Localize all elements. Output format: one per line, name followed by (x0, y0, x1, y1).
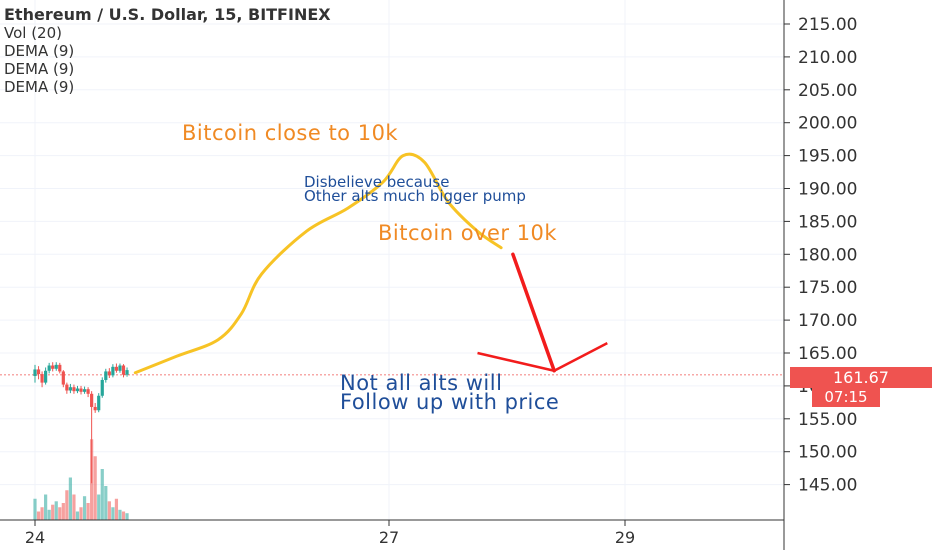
price-tick-label: 165.00 (798, 344, 857, 364)
grid (0, 0, 784, 520)
annotation-not-all-1: Not all alts will (340, 371, 503, 395)
candle-body (36, 369, 41, 375)
volume-bar (54, 501, 58, 520)
indicator-dema-3[interactable]: DEMA (9) (4, 78, 75, 96)
volume-bar (36, 511, 41, 520)
red-arrow (477, 252, 608, 373)
annotation-not-all-2: Follow up with price (340, 390, 560, 414)
price-tick-label: 210.00 (798, 48, 857, 68)
candle-body (97, 395, 101, 411)
volume-bar (68, 477, 72, 520)
indicator-dema-1[interactable]: DEMA (9) (4, 42, 75, 60)
candle-body (44, 370, 48, 383)
volume-bar (75, 511, 80, 520)
price-tick-label: 190.00 (798, 180, 857, 200)
volume-bar (72, 494, 76, 520)
volume-bar (33, 498, 37, 520)
candle-body (51, 365, 55, 369)
volume-bar (65, 490, 69, 520)
volume-bar (61, 503, 65, 520)
candle-body (58, 364, 62, 372)
candle-body (61, 371, 65, 385)
candle-body (114, 366, 119, 371)
time-tick-label: 27 (379, 528, 399, 547)
time-tick-label: 29 (615, 528, 635, 547)
price-tick-label: 145.00 (798, 476, 857, 496)
volume-bar (100, 469, 104, 520)
volume-bar (44, 494, 48, 520)
countdown-label: 07:15 (812, 388, 880, 407)
volume-bar (58, 507, 62, 520)
candle-body (40, 374, 44, 383)
candle-body (118, 365, 122, 371)
symbol-title[interactable]: Ethereum / U.S. Dollar, 15, BITFINEX (4, 5, 331, 24)
volume-bar (104, 486, 108, 520)
price-tick-label: 150.00 (798, 443, 857, 463)
candle-body (107, 371, 111, 376)
arrow-head (477, 342, 608, 373)
annotation-bitcoin-close: Bitcoin close to 10k (182, 121, 399, 145)
indicator-vol[interactable]: Vol (20) (4, 24, 63, 42)
volume-bar (93, 456, 97, 520)
price-tick-label: 195.00 (798, 147, 857, 167)
candle-body (47, 365, 51, 371)
candle-body (82, 389, 87, 392)
candle-body (125, 370, 129, 375)
candle-body (111, 366, 115, 376)
price-tick-label: 170.00 (798, 311, 857, 331)
candle-body (121, 365, 126, 375)
chart-legend: Ethereum / U.S. Dollar, 15, BITFINEX Vol… (4, 5, 331, 97)
volume-bar (107, 501, 111, 520)
arrow-shaft (511, 252, 556, 373)
projection-curve (133, 152, 503, 375)
annotation-bitcoin-over: Bitcoin over 10k (378, 221, 558, 245)
volume-bar (40, 507, 44, 520)
price-tick-label: 175.00 (798, 278, 857, 298)
candle-body (33, 369, 37, 377)
price-tick-label: 185.00 (798, 212, 857, 232)
volume-bar (111, 507, 115, 520)
candle-body (93, 406, 97, 411)
candle-body (68, 387, 72, 391)
candlesticks (33, 362, 129, 484)
volume-bar (118, 509, 122, 520)
price-tick-label: 155.00 (798, 410, 857, 430)
volume-bar (82, 496, 87, 520)
price-tick-label: 200.00 (798, 114, 857, 134)
volume-bar (125, 513, 129, 520)
last-price-label: 161.67 (790, 367, 932, 388)
candle-body (100, 379, 104, 396)
volume-bar (86, 503, 90, 520)
volume-bar (51, 504, 55, 520)
annotation-disbelieve-1: Disbelieve because (304, 173, 450, 191)
price-axis[interactable]: 215.00 210.00 205.00 200.00 195.00 190.00 185.… (784, 15, 857, 496)
volume-bar (47, 509, 51, 520)
candle-body (72, 387, 76, 392)
volume-bar (97, 494, 101, 520)
volume-bar (114, 498, 119, 520)
candle-body (75, 388, 80, 392)
price-tick-label: 215.00 (798, 15, 857, 35)
candle-body (65, 384, 69, 391)
candle-body (79, 388, 83, 392)
candle-body (104, 371, 108, 380)
price-tick-label: 180.00 (798, 245, 857, 265)
volume-bar (121, 511, 126, 520)
indicator-dema-2[interactable]: DEMA (9) (4, 60, 75, 78)
volume-bar (79, 507, 83, 520)
candle-body (54, 364, 58, 369)
candle-body (90, 393, 94, 407)
annotation-disbelieve-2: Other alts much bigger pump (304, 187, 526, 205)
time-tick-label: 24 (25, 528, 45, 547)
price-tick-label: 205.00 (798, 81, 857, 101)
candle-body (86, 389, 90, 394)
time-axis[interactable]: 24 27 29 (25, 520, 635, 547)
